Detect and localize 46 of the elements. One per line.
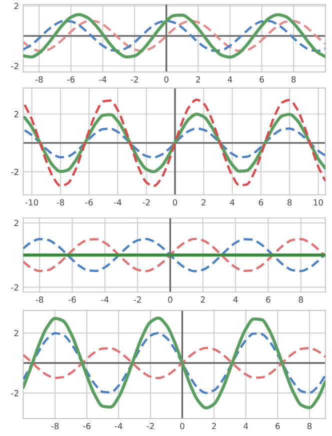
x-tick-label: -2 (134, 296, 141, 303)
y-tick-label: -2 (11, 390, 18, 396)
x-tick-label: -4 (101, 296, 109, 303)
x-tick-label: -8 (36, 296, 44, 303)
x-tick-label: 0 (172, 199, 178, 206)
x-tick-label: -4 (114, 422, 122, 430)
y-tick-label: 2 (14, 2, 18, 10)
x-tick-label: 6 (266, 296, 270, 303)
x-tick-label: -10 (25, 199, 38, 206)
x-tick-label: -8 (56, 199, 64, 206)
y-tick-label: -2 (11, 168, 18, 175)
x-tick-label: -8 (51, 422, 59, 430)
x-tick-label: 6 (276, 422, 280, 430)
x-tick-label: -6 (83, 422, 90, 430)
y-tick-label: -2 (11, 62, 18, 70)
x-tick-label: -6 (67, 76, 75, 83)
y-tick-label: 2 (14, 220, 18, 226)
x-tick-label: 6 (258, 199, 264, 206)
x-tick-label: 4 (244, 422, 248, 430)
x-tick-label: 4 (228, 76, 232, 82)
x-tick-label: 4 (230, 199, 234, 206)
x-tick-label: 2 (212, 422, 216, 430)
x-tick-label: -6 (68, 296, 76, 303)
y-tick-label: -2 (11, 284, 18, 290)
x-tick-label: 2 (202, 199, 206, 206)
x-tick-label: 8 (307, 422, 312, 430)
x-tick-label: -2 (130, 76, 138, 82)
y-tick-label: 2 (14, 111, 18, 118)
x-tick-label: -8 (35, 76, 43, 83)
x-tick-label: 8 (291, 76, 296, 83)
y-tick-label: 2 (14, 330, 18, 336)
x-tick-label: 8 (298, 296, 303, 303)
x-tick-label: 6 (260, 76, 264, 83)
x-tick-label: 0 (168, 296, 172, 303)
x-tick-label: 10 (314, 199, 323, 206)
x-tick-label: -2 (142, 199, 150, 206)
x-tick-label: -4 (99, 76, 106, 82)
x-tick-label: 2 (196, 76, 200, 82)
x-tick-label: 2 (200, 296, 205, 303)
x-tick-label: 0 (180, 422, 184, 430)
x-tick-label: -2 (146, 422, 154, 430)
x-tick-label: 8 (287, 199, 292, 206)
x-tick-label: -6 (85, 199, 93, 206)
x-tick-label: 4 (233, 296, 238, 303)
x-tick-label: -4 (114, 199, 122, 206)
x-tick-label: 0 (164, 76, 168, 83)
